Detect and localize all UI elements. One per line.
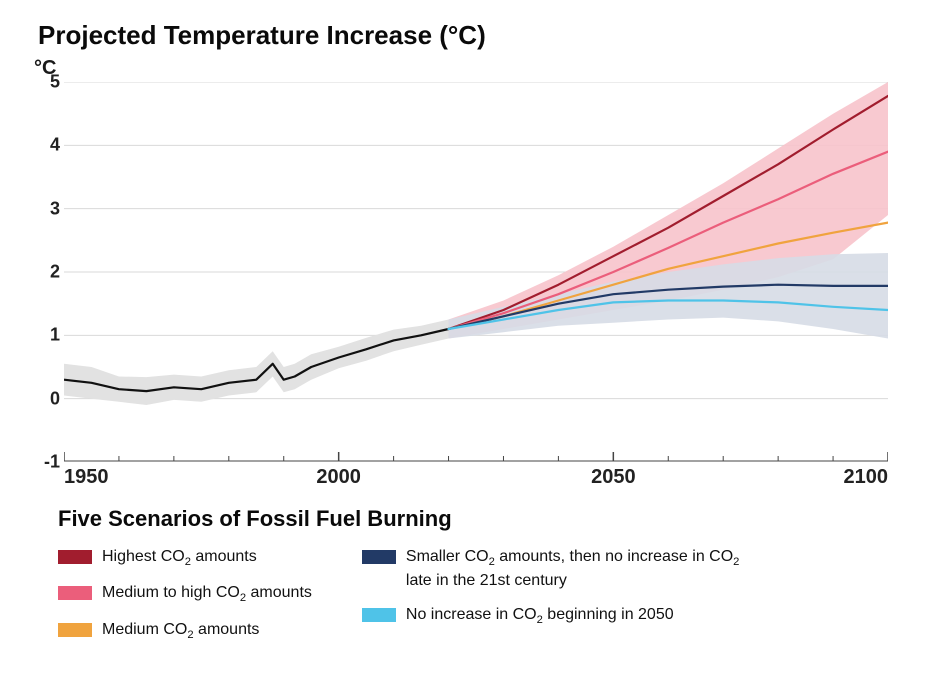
y-tick-label: 0: [50, 388, 60, 409]
x-tick-label: 2100: [844, 466, 889, 489]
y-tick-label: 2: [50, 262, 60, 283]
chart-plot-area: -1012345 1950200020502100: [34, 82, 894, 462]
legend-item-smaller: Smaller CO2 amounts, then no increase in…: [362, 546, 742, 592]
legend-label: Medium CO2 amounts: [102, 619, 259, 643]
legend-swatch: [58, 623, 92, 637]
y-tick-label: 1: [50, 325, 60, 346]
x-tick-label: 2000: [316, 466, 361, 489]
y-tick-label: 5: [50, 72, 60, 93]
legend-swatch: [58, 550, 92, 564]
legend-column-right: Smaller CO2 amounts, then no increase in…: [362, 546, 742, 643]
legend-item-highest: Highest CO2 amounts: [58, 546, 312, 570]
legend-swatch: [58, 586, 92, 600]
y-tick-label: 3: [50, 198, 60, 219]
legend-item-medium: Medium CO2 amounts: [58, 619, 312, 643]
historical-band: [64, 320, 449, 406]
chart-svg: [64, 82, 888, 462]
y-tick-label: 4: [50, 135, 60, 156]
legend-swatch: [362, 608, 396, 622]
legend: Five Scenarios of Fossil Fuel Burning Hi…: [58, 506, 896, 643]
y-tick-label: -1: [44, 452, 60, 473]
legend-label: No increase in CO2 beginning in 2050: [406, 604, 674, 628]
legend-label: Highest CO2 amounts: [102, 546, 257, 570]
legend-swatch: [362, 550, 396, 564]
x-tick-label: 1950: [64, 466, 109, 489]
legend-label: Medium to high CO2 amounts: [102, 582, 312, 606]
chart-title: Projected Temperature Increase (°C): [38, 20, 896, 51]
legend-label: Smaller CO2 amounts, then no increase in…: [406, 546, 742, 592]
legend-item-med_high: Medium to high CO2 amounts: [58, 582, 312, 606]
y-axis: -1012345: [34, 82, 64, 462]
x-tick-label: 2050: [591, 466, 636, 489]
y-axis-unit: °C: [34, 57, 896, 80]
legend-item-no_incr: No increase in CO2 beginning in 2050: [362, 604, 742, 628]
x-axis: 1950 2000 2050 2100: [64, 462, 888, 488]
legend-title: Five Scenarios of Fossil Fuel Burning: [58, 506, 896, 532]
legend-column-left: Highest CO2 amounts Medium to high CO2 am…: [58, 546, 312, 643]
